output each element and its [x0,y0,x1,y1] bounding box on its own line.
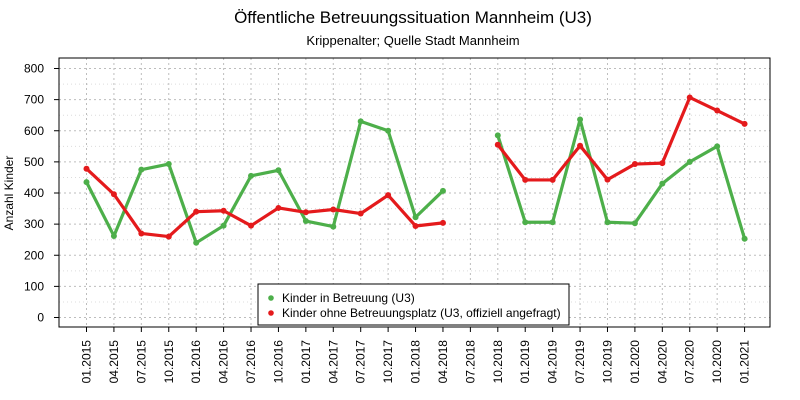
chart-title: Öffentliche Betreuungssituation Mannheim… [234,8,592,27]
data-point-betreuung [275,167,282,174]
x-tick-label: 10.2015 [162,340,176,384]
data-point-ohne-platz [193,208,200,215]
x-tick-label: 01.2015 [80,340,94,384]
axis-layer: 0 100 200 300 400 500 600 700 800 01.2015 04.2015 0… [24,57,771,384]
x-tick-label: 10.2016 [271,340,285,384]
data-point-betreuung [741,235,748,242]
data-point-ohne-platz [138,230,145,237]
x-tick-label: 07.2015 [134,340,148,384]
x-tick-label: 01.2017 [299,340,313,384]
x-tick-label: 01.2019 [518,340,532,384]
legend-label-ohne-platz: Kinder ohne Betreuungsplatz (U3, offizie… [282,306,561,320]
x-tick-label: 10.2019 [600,340,614,384]
data-point-ohne-platz [494,141,501,148]
data-point-betreuung [604,219,611,226]
x-tick-label: 07.2019 [573,340,587,384]
data-point-ohne-platz [302,209,309,216]
x-tick-label: 10.2017 [381,340,395,384]
legend-label-betreuung: Kinder in Betreuung (U3) [282,291,415,305]
y-tick-label: 200 [24,248,44,262]
y-tick-label: 500 [24,155,44,169]
x-tick-label: 04.2020 [655,340,669,384]
x-tick-label: 04.2019 [546,340,560,384]
x-tick-label: 04.2015 [107,340,121,384]
x-tick-label: 04.2018 [436,340,450,384]
data-point-betreuung [302,218,309,225]
data-point-ohne-platz [165,233,172,240]
x-tick-label: 01.2018 [409,340,423,384]
data-point-betreuung [357,118,364,125]
chart-subtitle: Krippenalter; Quelle Stadt Mannheim [306,33,519,48]
x-tick-label: 07.2016 [244,340,258,384]
x-tick-label: 04.2017 [326,340,340,384]
data-point-betreuung [248,172,255,179]
y-tick-label: 400 [24,186,44,200]
series-line-ohne-platz [496,95,747,182]
data-point-ohne-platz [248,222,255,229]
series-line-betreuung [496,117,747,241]
data-point-betreuung [110,232,117,239]
data-point-ohne-platz [741,120,748,127]
data-point-betreuung [412,214,419,221]
y-tick-label: 800 [24,62,44,76]
series-line-betreuung [84,119,445,245]
data-point-ohne-platz [275,204,282,211]
data-point-betreuung [83,179,90,186]
series-layer [83,94,748,246]
data-point-ohne-platz [631,161,638,168]
data-point-betreuung [330,223,337,230]
series-line-ohne-platz [84,167,445,239]
data-point-ohne-platz [330,206,337,213]
data-point-ohne-platz [83,165,90,172]
data-point-betreuung [193,239,200,246]
data-point-ohne-platz [522,176,529,183]
data-point-ohne-platz [412,222,419,229]
data-point-betreuung [522,219,529,226]
x-tick-label: 01.2021 [738,340,752,384]
legend: Kinder in Betreuung (U3) Kinder ohne Bet… [257,283,570,326]
data-point-ohne-platz [385,192,392,199]
data-point-betreuung [659,180,666,187]
legend-marker-betreuung [268,295,274,301]
data-point-betreuung [220,222,227,229]
legend-box [257,283,570,326]
x-tick-label: 01.2016 [189,340,203,384]
x-tick-label: 10.2018 [491,340,505,384]
x-tick-label: 07.2020 [683,340,697,384]
data-point-ohne-platz [714,107,721,114]
data-point-ohne-platz [577,142,584,149]
data-point-ohne-platz [686,94,693,101]
data-point-betreuung [631,220,638,227]
data-point-ohne-platz [659,160,666,167]
x-tick-label: 10.2020 [710,340,724,384]
legend-marker-ohne-platz [268,310,274,316]
data-point-betreuung [714,143,721,150]
data-point-betreuung [138,166,145,173]
data-point-ohne-platz [110,191,117,198]
data-point-betreuung [385,127,392,134]
y-tick-label: 0 [37,311,44,325]
data-point-ohne-platz [549,176,556,183]
x-tick-label: 07.2017 [354,340,368,384]
y-tick-label: 100 [24,279,44,293]
data-point-ohne-platz [220,207,227,214]
data-point-betreuung [686,158,693,165]
data-point-ohne-platz [439,219,446,226]
data-point-betreuung [439,187,446,194]
x-tick-label: 04.2016 [217,340,231,384]
data-point-ohne-platz [604,176,611,183]
y-tick-label: 700 [24,93,44,107]
x-tick-label: 07.2018 [463,340,477,384]
data-point-betreuung [577,116,584,123]
data-point-betreuung [494,132,501,139]
data-point-ohne-platz [357,210,364,217]
y-tick-label: 600 [24,124,44,138]
y-tick-label: 300 [24,217,44,231]
data-point-betreuung [549,219,556,226]
y-axis-label: Anzahl Kinder [2,156,16,231]
x-tick-label: 01.2020 [628,340,642,384]
data-point-betreuung [165,161,172,168]
